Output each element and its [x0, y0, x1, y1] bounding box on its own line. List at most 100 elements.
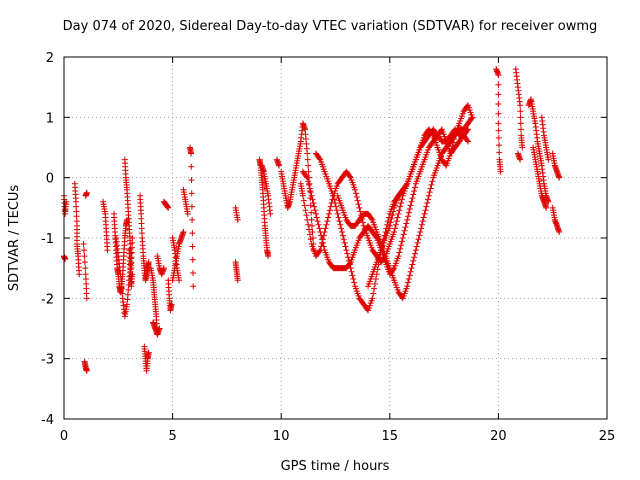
data-point	[305, 162, 312, 169]
data-point	[404, 216, 411, 223]
data-point	[408, 198, 415, 205]
data-point	[369, 295, 376, 302]
x-tick-label: 15	[382, 429, 399, 444]
data-point	[425, 192, 432, 199]
data-point	[332, 203, 339, 210]
data-point	[368, 215, 375, 222]
y-tick-label: 0	[46, 172, 54, 187]
data-point	[415, 236, 422, 243]
data-point	[316, 225, 323, 232]
data-point	[392, 221, 399, 228]
data-point	[301, 202, 308, 209]
data-point	[81, 259, 88, 266]
data-point	[309, 196, 316, 203]
data-point	[145, 259, 152, 266]
data-point	[308, 209, 315, 216]
data-point	[359, 219, 366, 226]
data-point	[299, 192, 306, 199]
data-point	[305, 178, 312, 185]
data-point	[396, 249, 403, 256]
data-point	[517, 108, 524, 115]
data-point	[356, 204, 363, 211]
data-point	[417, 228, 424, 235]
data-point	[341, 239, 348, 246]
data-point	[348, 268, 355, 275]
data-point	[314, 218, 321, 225]
data-point	[324, 218, 331, 225]
data-point	[276, 162, 283, 169]
data-point	[305, 221, 312, 228]
data-point	[339, 232, 346, 239]
data-point	[412, 247, 419, 254]
data-point	[398, 238, 405, 245]
x-tick-label: 5	[168, 429, 176, 444]
data-point	[496, 142, 503, 149]
data-point	[322, 225, 329, 232]
data-point	[345, 257, 352, 264]
data-point	[352, 190, 359, 197]
data-point	[519, 144, 526, 151]
data-point	[403, 181, 410, 188]
data-point	[312, 210, 319, 217]
data-point	[402, 224, 409, 231]
data-point	[411, 184, 418, 191]
data-point	[325, 214, 332, 221]
data-point	[408, 265, 415, 272]
data-point	[495, 72, 502, 79]
data-point	[306, 181, 313, 188]
data-point	[188, 163, 195, 170]
data-point	[411, 187, 418, 194]
data-point	[316, 248, 323, 255]
data-point	[316, 155, 323, 162]
data-point	[303, 173, 310, 180]
data-point	[401, 227, 408, 234]
data-point	[355, 201, 362, 208]
data-point	[495, 127, 502, 134]
data-point	[302, 207, 309, 214]
data-point	[556, 228, 563, 235]
data-point	[234, 277, 241, 284]
data-point	[351, 279, 358, 286]
data-point	[496, 149, 503, 156]
y-tick-label: -2	[41, 292, 54, 307]
data-point	[189, 216, 196, 223]
data-point	[425, 196, 432, 203]
data-point	[418, 221, 425, 228]
data-point	[386, 222, 393, 229]
data-point	[385, 214, 392, 221]
data-point	[336, 218, 343, 225]
data-point	[429, 178, 436, 185]
data-point	[168, 301, 175, 308]
data-point	[188, 150, 195, 157]
data-point	[304, 156, 311, 163]
data-point	[317, 228, 324, 235]
data-point	[469, 114, 476, 121]
data-point	[180, 228, 187, 235]
data-point	[405, 279, 412, 286]
data-point	[390, 208, 397, 215]
data-point	[306, 226, 313, 233]
data-point	[327, 203, 334, 210]
data-point	[411, 254, 418, 261]
data-point	[311, 203, 318, 210]
data-point	[464, 138, 471, 145]
data-point	[497, 168, 504, 175]
data-point	[352, 186, 359, 193]
data-point	[353, 193, 360, 200]
data-point	[517, 114, 524, 121]
data-point	[160, 265, 167, 272]
x-tick-label: 25	[599, 429, 616, 444]
data-point	[403, 220, 410, 227]
y-tick-label: -3	[41, 353, 54, 368]
data-point	[331, 196, 338, 203]
data-point	[156, 325, 163, 332]
data-point	[313, 214, 320, 221]
data-point	[326, 207, 333, 214]
data-point	[421, 210, 428, 217]
data-point	[81, 253, 88, 260]
data-point	[372, 276, 379, 283]
data-point	[318, 232, 325, 239]
y-axis-label: SDTVAR / TECUs	[7, 185, 22, 292]
data-point	[76, 271, 83, 278]
